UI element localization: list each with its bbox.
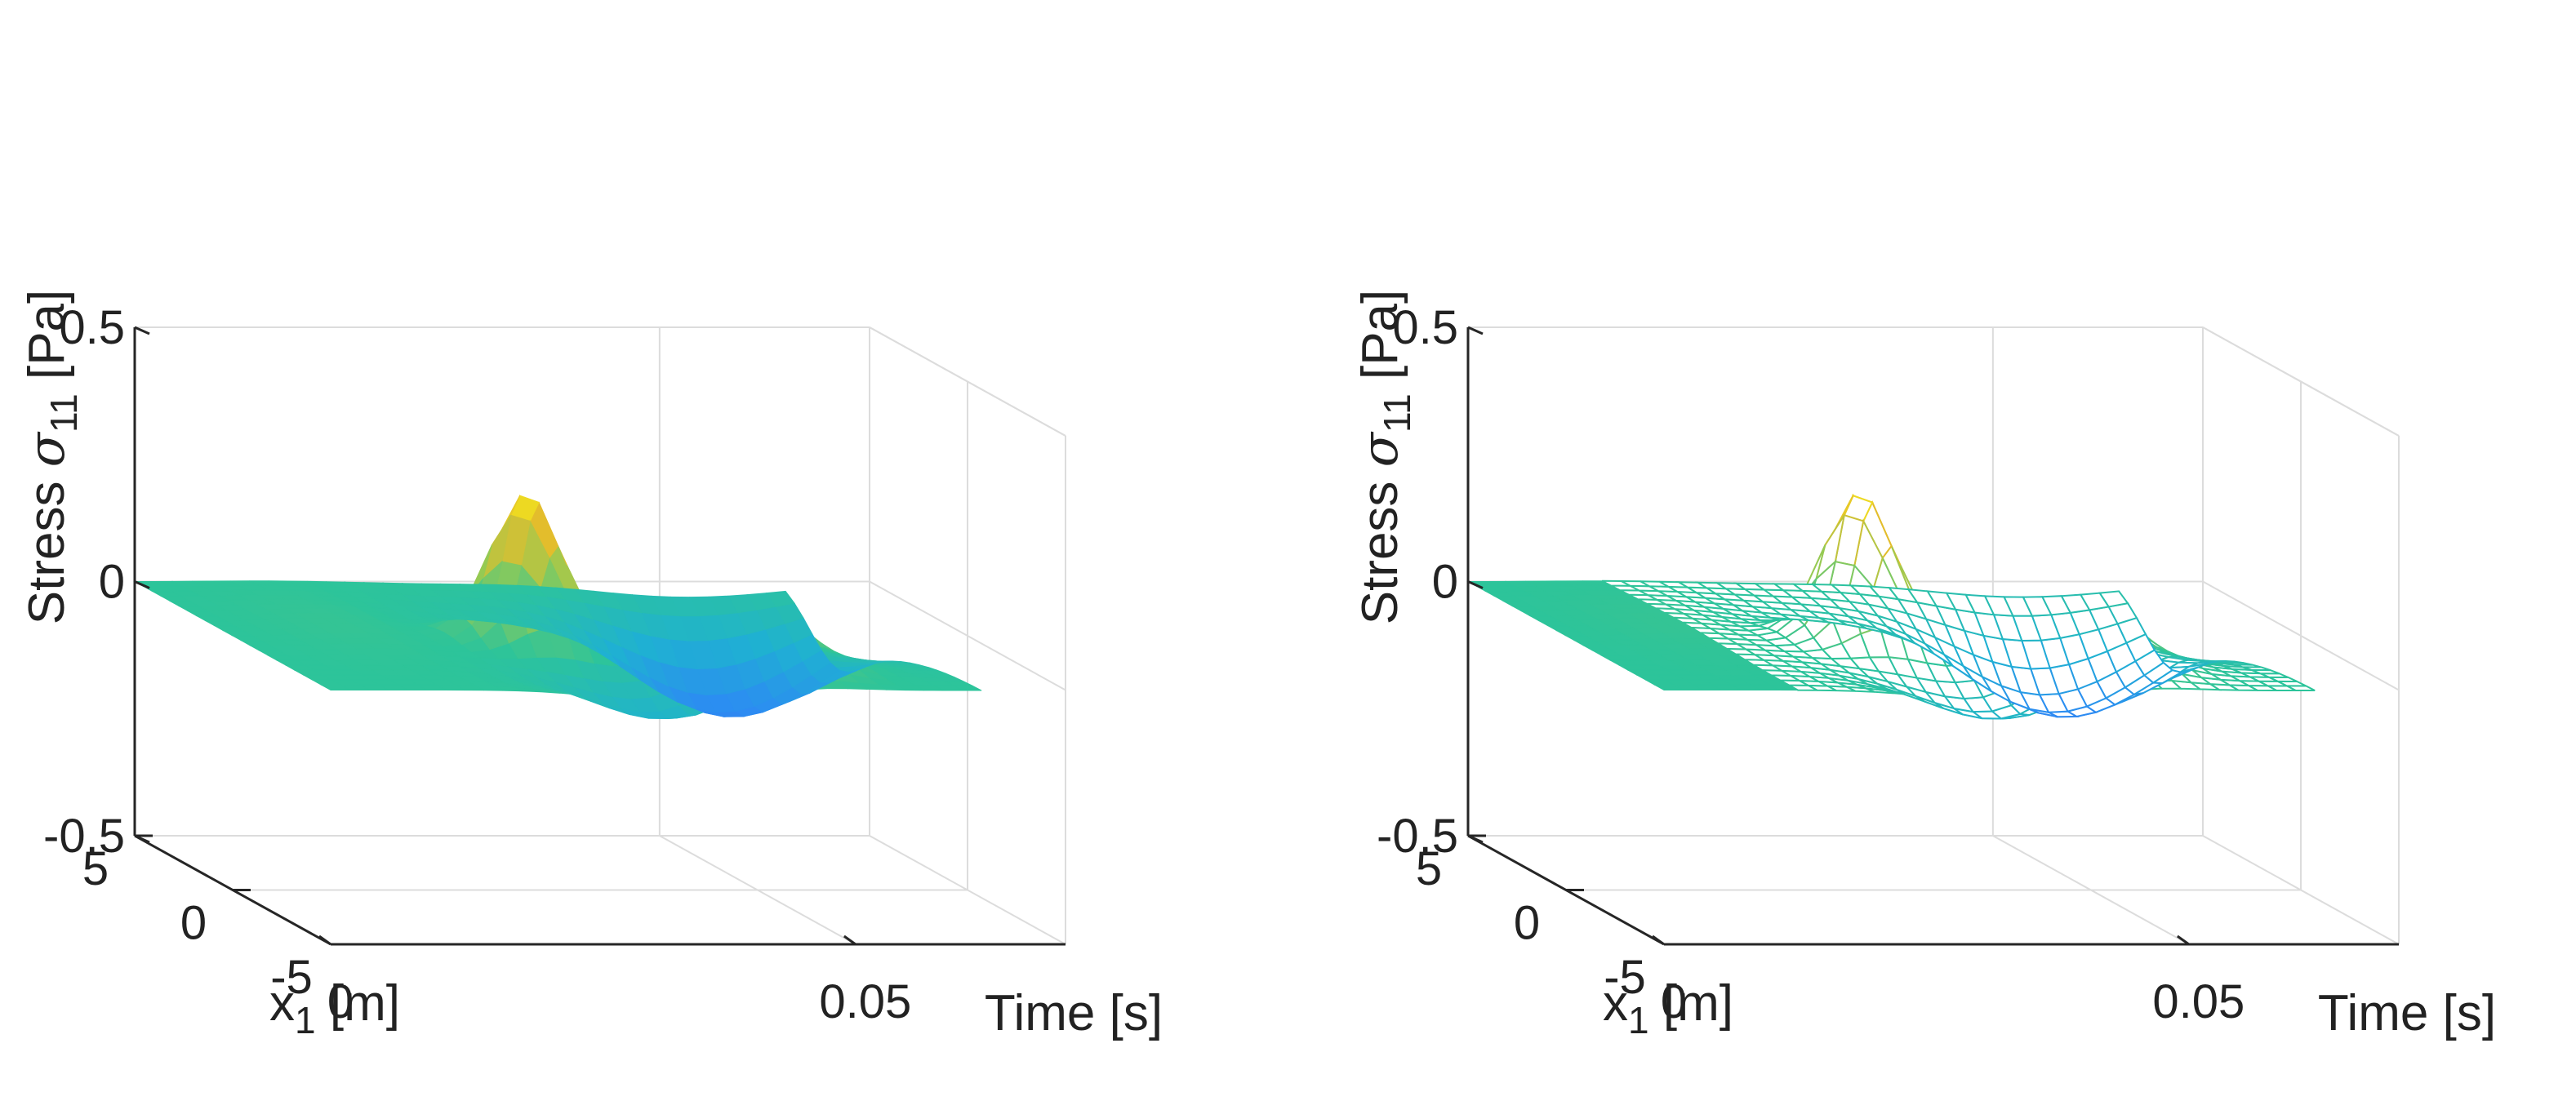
y-tick-label: 5 (1416, 842, 1442, 895)
grid-lines (1467, 326, 2400, 945)
z-tick-label: 0.5 (1392, 301, 1458, 354)
x-tick (1652, 935, 1665, 946)
box-edge (869, 326, 1066, 437)
z-axis-label: Stress σ11 [Pa] (16, 290, 85, 625)
x-axis-label: Time [s] (2318, 985, 2496, 1041)
y-axis-label-subscript: 1 (295, 999, 316, 1041)
x-tick (318, 935, 331, 946)
y-axis-label: x1 [m] (269, 975, 400, 1041)
z-axis-label-text: Stress (1352, 467, 1408, 624)
z-tick (134, 326, 150, 335)
x-tick (2176, 935, 2190, 946)
z-axis-label-sigma: σ (16, 431, 76, 467)
x-tick (843, 935, 856, 946)
z-tick-label: -0.5 (1377, 810, 1458, 863)
x-tick-label: 0.05 (2152, 975, 2245, 1028)
z-tick-label: 0.5 (59, 301, 125, 354)
z-axis-label-subscript: 11 (42, 393, 85, 433)
box-edge (2202, 326, 2400, 437)
z-tick (1467, 326, 1484, 335)
z-axis-label-unit: [Pa] (19, 290, 75, 394)
y-axis-label-unit: [m] (316, 975, 400, 1032)
z-axis-label-text: Stress (19, 467, 75, 624)
z-axis-label: Stress σ11 [Pa] (1350, 290, 1418, 625)
axes-lines (133, 326, 1066, 946)
axes-lines (1466, 326, 2399, 946)
x-axis-label: Time [s] (985, 985, 1163, 1041)
y-axis-label-unit: [m] (1649, 975, 1733, 1032)
x-tick-label: 0 (1661, 975, 1687, 1028)
z-axis-label-sigma: σ (1350, 431, 1409, 467)
tick-labels: -0.5 0 0.5 -5 0 5 0 0.05 (1377, 301, 2245, 1028)
z-tick-label: 0 (99, 556, 125, 609)
y-axis-label: x1 [m] (1603, 975, 1733, 1041)
tick-labels: -0.5 0 0.5 -5 0 5 0 0.05 (43, 301, 911, 1028)
z-tick-label: -0.5 (43, 810, 125, 863)
z-axis-label-subscript: 11 (1376, 393, 1418, 433)
z-axis-label-unit: [Pa] (1352, 290, 1408, 394)
y-axis-label-text: x (1603, 975, 1628, 1032)
z-tick (134, 580, 150, 589)
y-tick-label: 5 (82, 842, 109, 895)
surface-plot-right: -0.5 0 0.5 -5 0 5 0 0.05 Stress σ11 [Pa] x1 [m]… (1350, 290, 2496, 1041)
stress-surface (133, 495, 982, 720)
y-tick-label: 0 (1514, 897, 1540, 950)
x-tick-label: 0.05 (819, 975, 911, 1028)
surface-plot-left: -0.5 0 0.5 -5 0 5 0 0.05 Stress σ11 [Pa] x1 [m]… (16, 290, 1163, 1041)
y-tick-label: -5 (270, 951, 313, 1004)
y-axis-label-subscript: 1 (1628, 999, 1649, 1041)
y-axis-label-text: x (269, 975, 295, 1032)
y-tick-label: 0 (180, 897, 207, 950)
y-tick-label: -5 (1604, 951, 1646, 1004)
z-tick-label: 0 (1432, 556, 1458, 609)
stress-surface-mesh (1466, 493, 2316, 720)
z-tick (1467, 580, 1484, 589)
x-tick-label: 0 (327, 975, 354, 1028)
